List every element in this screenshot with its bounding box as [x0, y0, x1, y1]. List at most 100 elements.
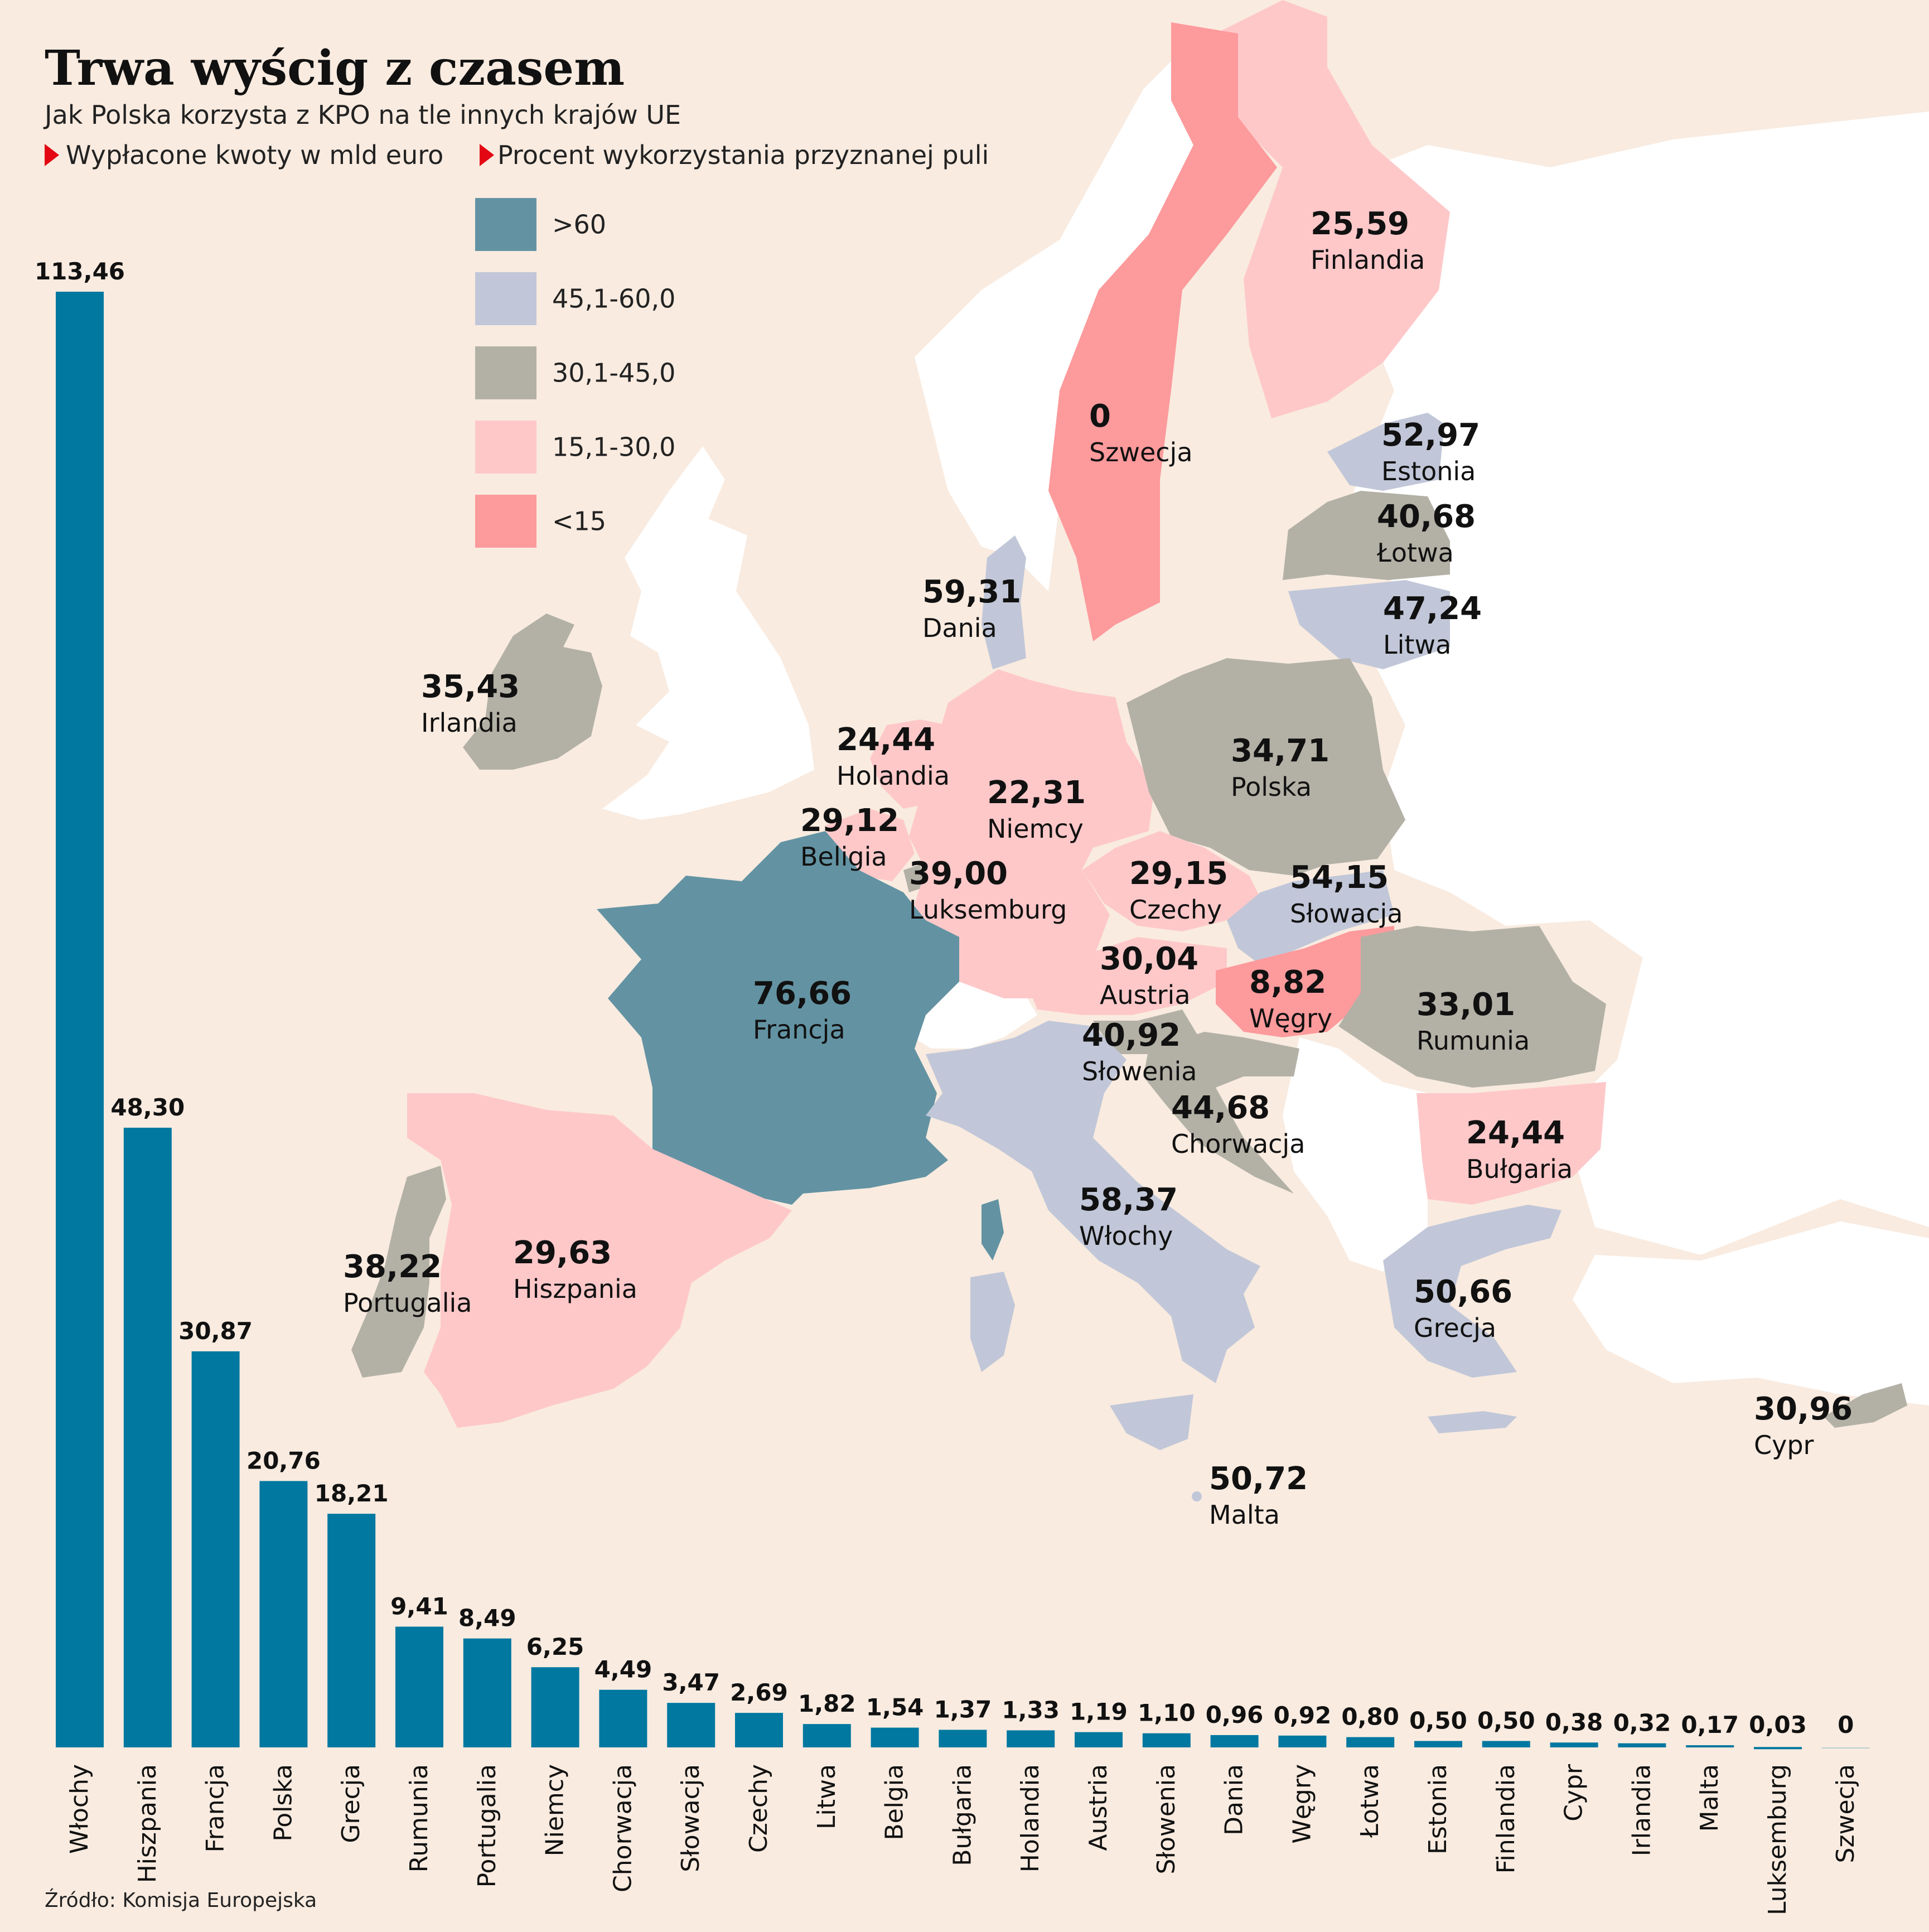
map-croatia — [1143, 1032, 1299, 1194]
bar — [191, 1351, 240, 1747]
bar-category-label: Rumunia — [405, 1764, 433, 1872]
bar-category-label: Bułgaria — [948, 1764, 976, 1866]
bar — [599, 1689, 647, 1747]
bar — [1278, 1735, 1327, 1747]
bar-category-label: Portugalia — [473, 1764, 501, 1887]
map-label-value: 34,71 — [1231, 733, 1329, 769]
map-label-country: Malta — [1209, 1500, 1280, 1530]
map-lithuania — [1288, 580, 1450, 669]
bar-value-label: 113,46 — [35, 258, 125, 285]
map-bulgaria — [1416, 1082, 1606, 1205]
bar-value-label: 0,50 — [1477, 1707, 1535, 1734]
bar — [531, 1667, 579, 1747]
map-label-value: 29,15 — [1129, 856, 1228, 892]
map-label-value: 40,92 — [1082, 1017, 1181, 1054]
bar-category-label: Hiszpania — [133, 1764, 162, 1883]
bars-legend-label: Wypłacone kwoty w mld euro — [66, 140, 443, 170]
bar-value-label: 0,96 — [1206, 1701, 1264, 1728]
bar-value-label: 1,37 — [934, 1696, 992, 1723]
map-label-country: Słowacja — [1290, 899, 1403, 929]
map-finland — [1216, 0, 1450, 418]
bar-value-label: 1,54 — [866, 1694, 924, 1721]
map-label-value: 76,66 — [753, 975, 852, 1012]
map-label-country: Chorwacja — [1171, 1129, 1305, 1159]
map-label-country: Beligia — [800, 842, 887, 872]
map-label-country: Luksemburg — [909, 895, 1067, 925]
map-malta — [1192, 1491, 1202, 1501]
map-label-value: 47,24 — [1383, 591, 1482, 627]
legend-swatch — [475, 346, 536, 399]
bar-value-label: 1,10 — [1138, 1699, 1196, 1727]
map-label-country: Finlandia — [1311, 245, 1425, 275]
bar — [667, 1703, 715, 1747]
map-label-country: Grecja — [1414, 1313, 1496, 1343]
map-label-country: Bułgaria — [1466, 1154, 1573, 1184]
map-label-country: Cypr — [1754, 1430, 1814, 1460]
map-turkey — [1573, 1221, 1929, 1405]
map-label-value: 38,22 — [343, 1249, 442, 1285]
map-legend-marker-icon — [480, 144, 494, 166]
source-note: Źródło: Komisja Europejska — [45, 1888, 317, 1912]
map-balkans — [1283, 1037, 1461, 1272]
map-label-country: Łotwa — [1376, 538, 1454, 568]
bar — [1142, 1733, 1191, 1747]
bar-value-label: 8,49 — [458, 1605, 516, 1632]
map-austria — [1026, 937, 1227, 1015]
map-label-value: 59,31 — [922, 574, 1021, 610]
map-label-country: Holandia — [837, 761, 950, 791]
map-label-country: Hiszpania — [513, 1274, 637, 1304]
bar-category-label: Niemcy — [541, 1764, 569, 1856]
map-label-country: Niemcy — [987, 814, 1084, 844]
map-label-value: 0 — [1089, 398, 1111, 434]
map-label-value: 52,97 — [1381, 417, 1480, 453]
bar-value-label: 3,47 — [662, 1669, 720, 1696]
bar — [1550, 1742, 1598, 1747]
bar-value-label: 20,76 — [246, 1447, 321, 1474]
map-denmark — [982, 535, 1026, 669]
bar — [802, 1724, 851, 1747]
bar-category-label: Czechy — [744, 1764, 773, 1853]
bar-chart: 113,46 Włochy 48,30 Hiszpania 30,87 Francja 20… — [35, 258, 1870, 1915]
map-label-value: 8,82 — [1249, 964, 1326, 1001]
map-label-value: 29,12 — [800, 803, 899, 839]
europe-map — [351, 0, 1929, 1501]
page-subtitle: Jak Polska korzysta z KPO na tle innych … — [43, 100, 681, 130]
bar — [395, 1626, 443, 1747]
map-poland — [1127, 658, 1405, 876]
bar-value-label: 0,80 — [1341, 1703, 1399, 1731]
bar — [871, 1727, 919, 1747]
map-label-value: 50,72 — [1209, 1461, 1308, 1497]
bar-value-label: 0 — [1838, 1711, 1854, 1738]
bar-category-label: Francja — [201, 1764, 230, 1852]
bar-category-label: Irlandia — [1627, 1764, 1656, 1856]
legend-swatch — [475, 495, 536, 548]
map-label-country: Włochy — [1079, 1221, 1173, 1251]
map-slovakia — [1227, 870, 1394, 965]
bar-category-label: Grecja — [337, 1764, 365, 1843]
map-label-value: 25,59 — [1311, 206, 1409, 242]
bar-category-label: Belgia — [881, 1764, 909, 1841]
map-label-country: Austria — [1100, 980, 1191, 1010]
legend-swatch — [475, 272, 536, 325]
bar-value-label: 4,49 — [594, 1656, 652, 1683]
bar-category-label: Słowenia — [1152, 1764, 1181, 1874]
map-czechia — [1082, 831, 1260, 931]
bar — [1007, 1730, 1055, 1747]
map-label-value: 33,01 — [1416, 987, 1515, 1023]
bar-category-label: Węgry — [1288, 1764, 1316, 1844]
legend-swatch-label: >60 — [552, 210, 606, 240]
bars-legend-marker-icon — [45, 144, 59, 166]
bar-category-label: Estonia — [1424, 1764, 1452, 1854]
bar — [259, 1481, 308, 1747]
legend-swatch-label: 15,1-30,0 — [552, 432, 675, 462]
bar-value-label: 1,19 — [1070, 1698, 1128, 1726]
map-label-country: Szwecja — [1089, 437, 1193, 467]
map-label-country: Polska — [1231, 772, 1312, 802]
bar-value-label: 1,33 — [1002, 1696, 1060, 1723]
map-ukraine — [1372, 625, 1785, 959]
bar-value-label: 2,69 — [730, 1679, 788, 1706]
map-label-country: Dania — [922, 613, 997, 643]
